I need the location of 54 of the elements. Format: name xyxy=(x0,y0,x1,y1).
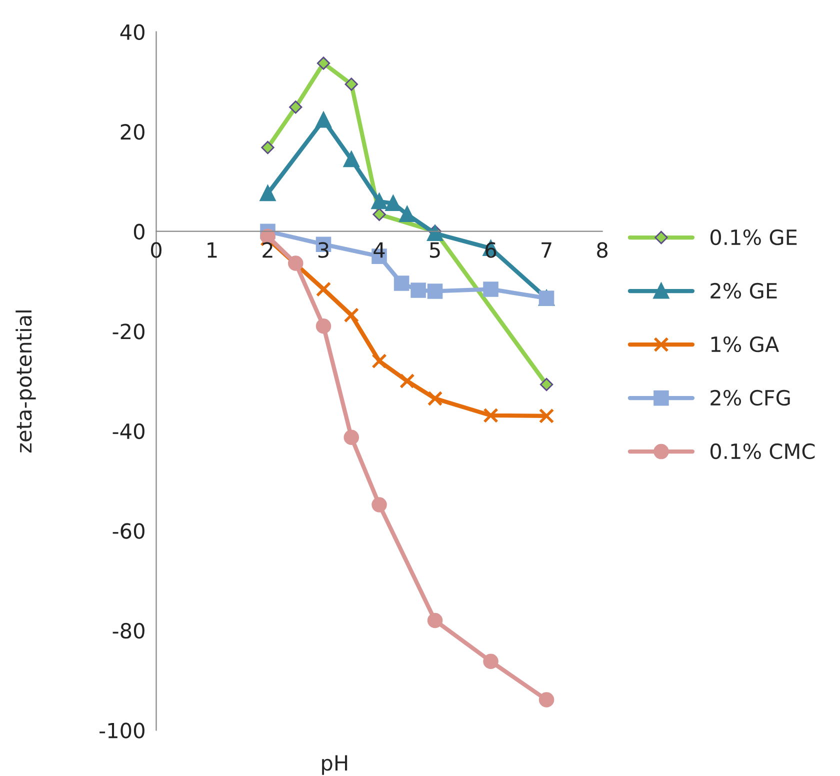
point xyxy=(372,497,387,512)
point xyxy=(427,390,443,406)
point xyxy=(394,276,410,291)
x-tick-label: 2 xyxy=(262,242,272,258)
point xyxy=(316,282,332,297)
point xyxy=(427,284,443,299)
y-tick-label: -40 xyxy=(112,423,144,440)
x-tick-label: 0 xyxy=(150,242,162,258)
y-axis-title: zeta-potential xyxy=(16,310,36,453)
point xyxy=(427,612,443,628)
x-tick-label: 6 xyxy=(486,242,496,258)
point xyxy=(540,378,554,392)
point xyxy=(483,408,498,424)
y-tick-label: -100 xyxy=(100,722,144,738)
point xyxy=(483,282,498,297)
y-tick-label: 20 xyxy=(120,124,144,140)
point xyxy=(410,282,426,298)
point xyxy=(344,78,358,91)
point xyxy=(261,140,274,154)
legend-label: 2% GE xyxy=(710,282,777,299)
legend-label: 2% CFG xyxy=(710,390,790,406)
legend-label: 0.1% GE xyxy=(710,229,797,246)
point xyxy=(372,194,387,210)
x-tick-label: 7 xyxy=(542,242,552,258)
x-axis-title: pH xyxy=(322,755,348,775)
point xyxy=(538,408,554,424)
y-tick-label: -60 xyxy=(112,523,144,539)
point xyxy=(538,692,554,708)
y-tick-label: -20 xyxy=(112,324,144,340)
point xyxy=(344,430,360,446)
point xyxy=(288,256,304,271)
x-tick-label: 5 xyxy=(430,242,440,258)
point xyxy=(289,100,302,114)
y-tick-label: 40 xyxy=(120,24,144,40)
point xyxy=(372,353,387,369)
point xyxy=(344,308,360,323)
point xyxy=(400,206,415,222)
point xyxy=(260,186,276,202)
y-tick-label: -80 xyxy=(112,622,144,639)
x-tick-label: 8 xyxy=(597,242,608,258)
point xyxy=(400,373,415,389)
point xyxy=(386,196,401,212)
point xyxy=(316,112,332,128)
legend-label: 1% GA xyxy=(711,336,780,352)
point xyxy=(483,654,498,670)
point xyxy=(316,56,330,70)
point xyxy=(344,152,360,168)
x-tick-label: 1 xyxy=(208,242,217,258)
legend-label: 0.1% CMC xyxy=(710,443,815,460)
point xyxy=(260,228,276,244)
point xyxy=(372,208,386,221)
point xyxy=(316,318,332,334)
point xyxy=(427,226,443,241)
y-tick-label: 0 xyxy=(134,224,144,240)
